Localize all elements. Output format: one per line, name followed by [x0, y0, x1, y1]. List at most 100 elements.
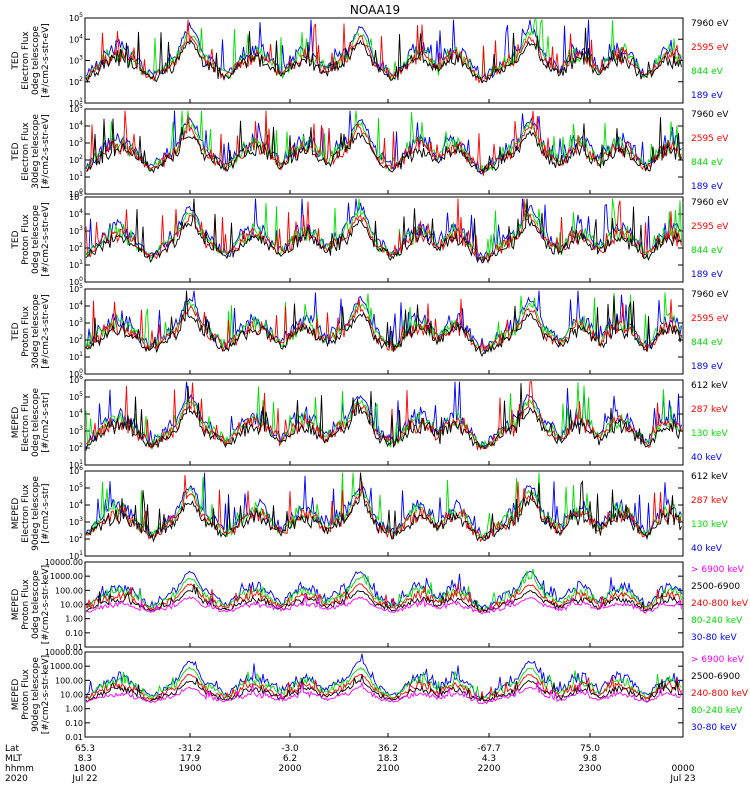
legend-entry: 2500-6900 [691, 672, 740, 682]
legend-entry: 287 keV [691, 496, 728, 506]
panel-4: 100 101 102 103 104 105 TED Proton Flux 30deg te… [11, 283, 729, 379]
series-trace [85, 570, 682, 609]
y-tick-label: 104 [69, 408, 83, 419]
legend-entry: 80-240 keV [691, 706, 743, 716]
y-tick-label: 105 [69, 391, 83, 402]
x-tick-label: 1900 [179, 764, 202, 774]
x-tick-label: 6.2 [283, 754, 297, 764]
y-tick-label: 10.00 [60, 601, 83, 610]
legend-entry: 7960 eV [691, 198, 729, 208]
y-tick-label: 105 [69, 12, 83, 23]
legend-entry: 844 eV [691, 67, 724, 77]
y-tick-label: 101 [69, 171, 83, 182]
legend-entry: 844 eV [691, 246, 724, 256]
y-tick-label: 0.01 [65, 643, 83, 652]
legend-entry: 240-800 keV [691, 689, 749, 699]
y-tick-label: 102 [69, 154, 83, 165]
legend-entry: 30-80 keV [691, 633, 737, 643]
series-trace [85, 19, 682, 80]
series-trace [85, 290, 682, 358]
panel-frame [84, 17, 684, 104]
series-trace [85, 472, 682, 543]
y-axis-label-line: TED [11, 322, 21, 341]
y-tick-label: 10000.00 [45, 648, 83, 657]
legend-entry: 2595 eV [691, 43, 729, 53]
legend-entry: 287 keV [691, 405, 728, 415]
y-tick-label: 1000.00 [50, 662, 83, 671]
legend-entry: 189 eV [691, 91, 724, 101]
y-tick-label: 101 [69, 550, 83, 561]
series-trace [85, 383, 682, 451]
y-axis-label-line: [#/cm2-s-str-keV] [41, 655, 51, 734]
y-tick-label: 100.00 [55, 586, 83, 595]
y-axis-label-line: Proton Flux [21, 579, 31, 630]
y-tick-label: 104 [69, 33, 83, 44]
y-tick-label: 0.10 [65, 719, 83, 728]
y-axis-label-line: 90deg telescope [31, 657, 41, 732]
legend-entry: 7960 eV [691, 110, 729, 120]
y-axis-label-line: 0deg telescope [31, 26, 41, 96]
y-tick-label: 103 [69, 137, 83, 148]
y-tick-label: 102 [69, 76, 83, 87]
y-axis-label-line: Electron Flux [21, 31, 31, 90]
y-axis-label-line: MEPED [11, 589, 21, 621]
y-tick-label: 0.01 [65, 733, 83, 742]
legend-entry: 2595 eV [691, 314, 729, 324]
y-axis-label-line: Electron Flux [21, 484, 31, 543]
series-trace [85, 198, 682, 264]
y-axis-label-line: 30deg telescope [31, 114, 41, 189]
panel-2: 100 101 102 103 104 105 TED Electron Flux 30deg … [11, 103, 729, 199]
y-axis-label-line: 0deg telescope [31, 388, 41, 458]
x-tick-label: 0000 [672, 764, 695, 774]
y-axis-label-line: [#/cm2-s-str-eV] [41, 114, 51, 189]
x-tick-label: 18.3 [378, 754, 398, 764]
x-tick-label: 36.2 [378, 744, 398, 754]
y-tick-label: 104 [69, 499, 83, 510]
legend-entry: 80-240 keV [691, 616, 743, 626]
y-tick-label: 104 [69, 120, 83, 131]
x-row-label: MLT [5, 754, 23, 764]
y-axis-label-line: [#/cm2-s-str-keV] [41, 565, 51, 644]
x-tick-label: Jul 22 [71, 774, 97, 784]
x-tick-label: 75.0 [580, 744, 600, 754]
legend-entry: 2595 eV [691, 134, 729, 144]
y-tick-label: 103 [69, 225, 83, 236]
series-trace [85, 666, 682, 702]
y-tick-label: 102 [69, 334, 83, 345]
y-axis-label-line: MEPED [11, 679, 21, 711]
series-trace [85, 198, 682, 262]
legend-entry: 7960 eV [691, 19, 729, 29]
series-trace [85, 472, 682, 540]
y-tick-label: 105 [69, 482, 83, 493]
y-tick-label: 101 [69, 259, 83, 270]
y-tick-label: 1.00 [65, 615, 83, 624]
series-trace [85, 592, 682, 615]
legend-entry: 130 keV [691, 429, 728, 439]
x-tick-label: Jul 23 [669, 774, 695, 784]
y-tick-label: 101 [69, 97, 83, 108]
x-tick-label: 4.3 [482, 754, 496, 764]
panel-frame [84, 470, 684, 557]
legend-entry: 240-800 keV [691, 599, 749, 609]
legend-entry: 189 eV [691, 362, 724, 372]
x-row-label: 2020 [5, 774, 28, 784]
legend-entry: 189 eV [691, 270, 724, 280]
series-trace [85, 474, 682, 543]
y-axis-label-line: MEPED [11, 498, 21, 530]
legend-entry: 2595 eV [691, 222, 729, 232]
legend-entry: 30-80 keV [691, 723, 737, 733]
panel-8: 0.01 0.10 1.00 10.00 100.00 1000.00 10000.00 ME… [11, 648, 749, 742]
x-tick-label: 1800 [74, 764, 97, 774]
y-tick-label: 105 [69, 191, 83, 202]
x-tick-label: -67.7 [477, 744, 500, 754]
y-tick-label: 103 [69, 317, 83, 328]
y-tick-label: 0.10 [65, 629, 83, 638]
legend-entry: 844 eV [691, 158, 724, 168]
y-tick-label: 1000.00 [50, 572, 83, 581]
y-tick-label: 102 [69, 242, 83, 253]
panel-1: 101 102 103 104 105 TED Electron Flux 0deg tele… [11, 12, 729, 108]
